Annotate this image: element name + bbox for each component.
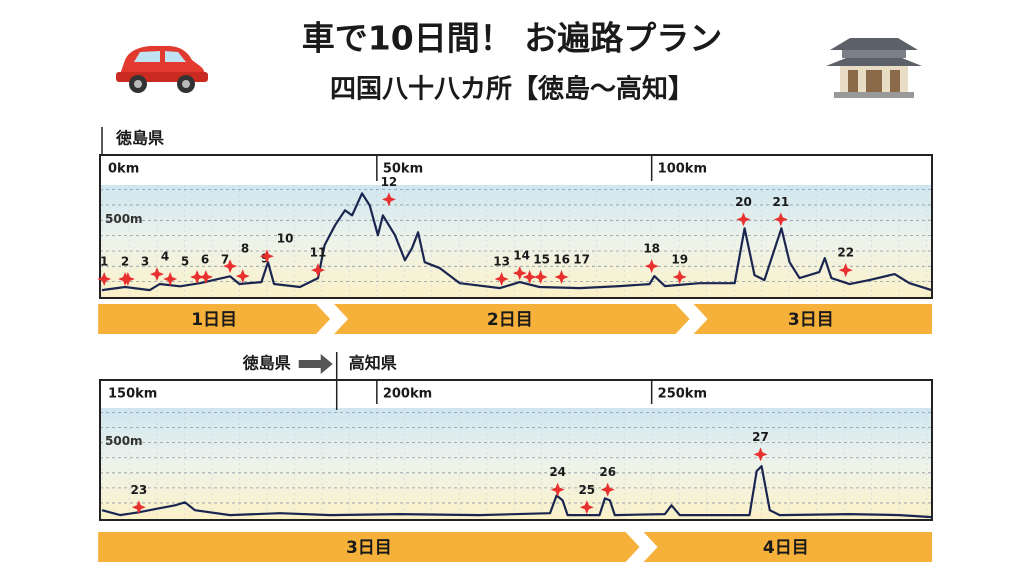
temple-number: 1 [100,255,108,269]
temple-number: 5 [181,255,189,269]
plot-frame [99,154,933,299]
x-tick-label: 150km [108,387,157,402]
temple-icon [826,38,922,98]
temple-number: 2 [121,255,129,269]
temple-marker [149,267,164,282]
x-tick-label: 50km [383,162,423,177]
temple-marker [644,259,659,274]
temple-marker [773,212,788,227]
temple-number: 27 [752,430,769,444]
temple-marker [753,447,768,462]
y-tick-label: 500m [105,434,143,448]
plot-frame [99,379,933,521]
title: 車で10日間！ お遍路プラン [302,19,722,58]
temple-marker [381,192,396,207]
temple-number: 18 [643,242,660,256]
temple-number: 22 [837,246,854,260]
temple-marker [550,482,565,497]
plot-background [100,408,932,520]
temple-marker [120,272,135,287]
y-tick-label: 500m [105,212,143,226]
temple-number: 12 [381,175,398,189]
temple-marker [579,500,594,515]
temple-number: 11 [310,246,327,260]
elevation-line [101,192,932,292]
day-label: 3日目 [788,310,834,330]
temple-number: 20 [735,195,752,209]
temple-marker [190,270,205,285]
temple-number: 3 [141,255,149,269]
temple-number: 26 [599,465,616,479]
temple-number: 16 [553,253,570,267]
temple-number: 19 [671,253,688,267]
temple-number: 14 [513,249,530,263]
car-icon [116,46,208,93]
temple-marker [533,270,548,285]
temple-number: 6 [201,253,209,267]
temple-marker [223,259,238,274]
x-tick-label: 250km [658,387,707,402]
temple-marker [131,500,146,515]
x-tick-label: 100km [658,162,707,177]
temple-number: 13 [493,255,510,269]
temple-number: 25 [578,483,595,497]
temple-number: 8 [241,242,249,256]
temple-marker [163,272,178,287]
temple-marker [198,270,213,285]
temple-number: 4 [161,250,169,264]
temple-number: 23 [130,483,147,497]
temple-number: 7 [221,253,229,267]
temple-marker [736,212,751,227]
day-label: 1日目 [191,310,237,330]
temple-marker [311,263,326,278]
border-arrow [298,354,333,374]
region-label: 徳島県 [242,354,291,373]
plot-background [100,185,932,298]
temple-number: 10 [277,232,294,246]
temple-number: 17 [573,253,590,267]
subtitle: 四国八十八カ所【徳島～高知】 [330,74,694,105]
x-tick-label: 0km [108,162,139,177]
temple-marker [522,270,537,285]
day-label: 2日目 [487,310,533,330]
day-bar [643,532,932,562]
day-label: 4日目 [763,538,809,558]
temple-number: 21 [772,195,789,209]
day-bar [334,304,690,334]
region-label: 徳島県 [115,129,164,148]
day-bar [98,304,331,334]
day-label: 3日目 [346,538,392,558]
temple-marker [235,269,250,284]
region-label: 高知県 [349,354,397,373]
temple-marker [97,272,112,287]
temple-number: 15 [533,253,550,267]
elevation-line [101,465,933,519]
day-bar [98,532,640,562]
temple-marker [672,270,687,285]
day-bar [693,304,932,334]
temple-marker [554,270,569,285]
x-tick-label: 200km [383,387,432,402]
temple-marker [600,482,615,497]
temple-marker [494,272,509,287]
temple-marker [838,263,853,278]
temple-marker [259,249,274,264]
temple-number: 24 [549,465,566,479]
temple-marker [512,266,527,281]
